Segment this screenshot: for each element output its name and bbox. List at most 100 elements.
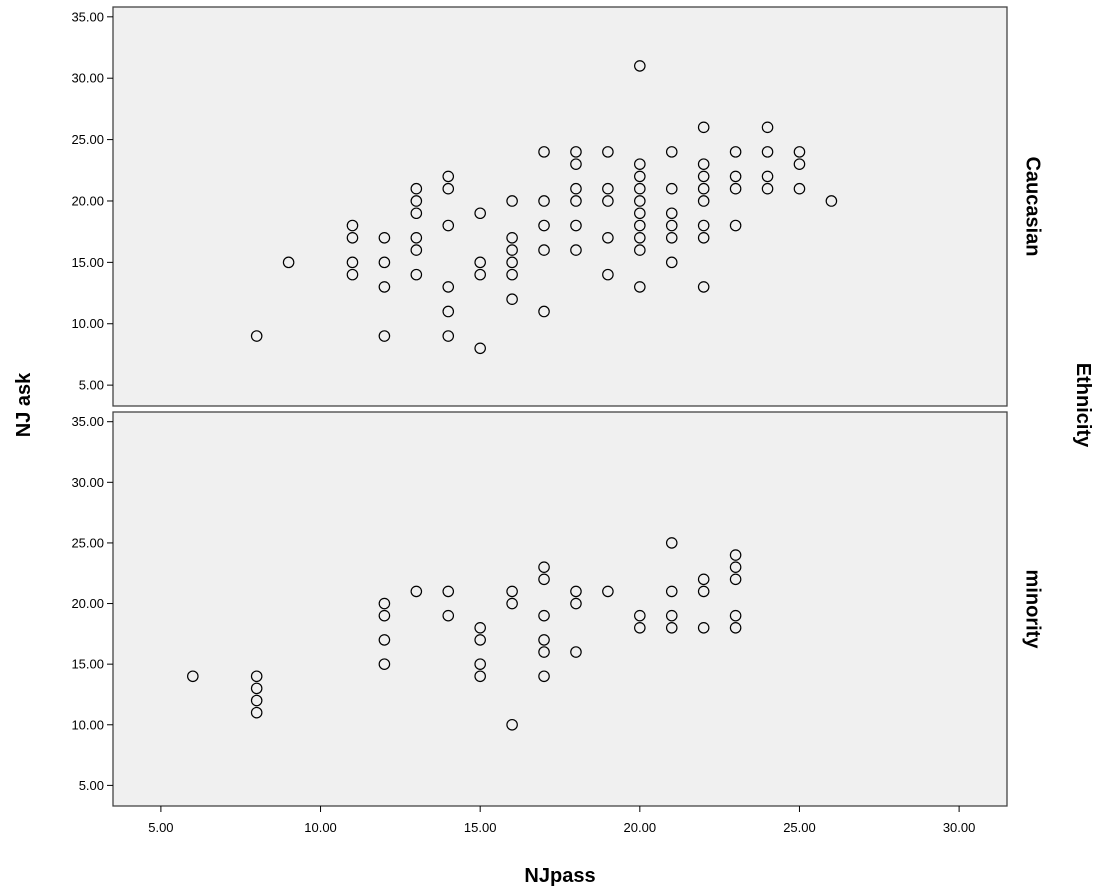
data-point xyxy=(378,281,391,293)
data-point xyxy=(506,232,518,244)
data-point xyxy=(665,146,678,158)
data-point xyxy=(602,182,614,195)
y-tick-label: 20.00 xyxy=(71,596,104,611)
data-point xyxy=(474,670,486,683)
data-point xyxy=(729,170,742,183)
data-point xyxy=(634,182,646,195)
data-point xyxy=(538,670,550,683)
data-point xyxy=(474,268,486,281)
data-point xyxy=(410,232,423,244)
x-axis-title: NJpass xyxy=(524,865,595,887)
data-point xyxy=(506,718,518,731)
data-point xyxy=(825,195,838,207)
plot-panel-minority xyxy=(112,411,1008,807)
data-point xyxy=(570,646,582,658)
y-tick-label: 35.00 xyxy=(71,9,104,24)
data-point xyxy=(729,219,742,232)
data-point xyxy=(410,244,423,256)
data-point xyxy=(250,330,263,342)
data-point xyxy=(729,146,742,158)
data-point xyxy=(761,121,774,134)
data-point xyxy=(697,121,710,134)
data-point xyxy=(506,597,518,610)
data-point xyxy=(634,158,646,170)
data-point xyxy=(474,621,486,634)
data-point xyxy=(697,182,710,195)
data-point xyxy=(506,293,518,305)
data-point xyxy=(410,207,423,220)
data-point xyxy=(538,305,550,318)
data-point xyxy=(697,232,710,244)
x-tick-label: 10.00 xyxy=(304,820,337,835)
data-point xyxy=(729,609,742,622)
data-point xyxy=(665,609,678,622)
data-point xyxy=(442,182,455,195)
data-point xyxy=(793,182,806,195)
data-point xyxy=(442,330,455,342)
data-point xyxy=(634,195,646,207)
y-tick-label: 5.00 xyxy=(79,778,104,793)
data-point xyxy=(665,256,678,269)
y-tick-label: 10.00 xyxy=(71,717,104,732)
data-point xyxy=(570,195,582,207)
data-point xyxy=(442,305,455,318)
data-point xyxy=(442,219,455,232)
y-tick-label: 5.00 xyxy=(79,378,104,393)
data-point xyxy=(697,219,710,232)
data-point xyxy=(570,146,582,158)
data-point xyxy=(410,268,423,281)
data-point xyxy=(538,609,550,622)
x-tick-label: 20.00 xyxy=(624,820,657,835)
data-point xyxy=(250,694,263,707)
data-point xyxy=(665,232,678,244)
data-point xyxy=(697,195,710,207)
data-point xyxy=(761,182,774,195)
data-point xyxy=(665,207,678,220)
data-point xyxy=(602,585,614,598)
y-tick-label: 35.00 xyxy=(71,414,104,429)
facet-strip-label: Caucasian xyxy=(1022,156,1044,256)
data-point xyxy=(634,60,646,72)
data-point xyxy=(474,658,486,670)
data-point xyxy=(729,561,742,573)
data-point xyxy=(570,158,582,170)
data-point xyxy=(346,232,359,244)
data-point xyxy=(697,281,710,293)
data-point xyxy=(538,244,550,256)
data-point xyxy=(506,268,518,281)
data-point xyxy=(250,682,263,695)
y-tick-label: 25.00 xyxy=(71,535,104,550)
data-point xyxy=(410,182,423,195)
data-point xyxy=(634,170,646,183)
data-point xyxy=(538,561,550,573)
data-point xyxy=(602,232,614,244)
x-tick-label: 25.00 xyxy=(783,820,816,835)
data-point xyxy=(697,585,710,598)
data-point xyxy=(474,256,486,269)
data-point xyxy=(506,244,518,256)
data-point xyxy=(538,195,550,207)
data-point xyxy=(346,268,359,281)
data-point xyxy=(538,634,550,646)
y-axis-title: NJ ask xyxy=(13,372,35,437)
data-point xyxy=(697,158,710,170)
x-tick-label: 5.00 xyxy=(148,820,173,835)
data-point xyxy=(378,597,391,610)
data-point xyxy=(602,146,614,158)
data-point xyxy=(634,207,646,220)
data-point xyxy=(729,182,742,195)
points-layer xyxy=(187,60,838,731)
plot-panel-caucasian xyxy=(112,6,1008,407)
data-point xyxy=(282,256,295,269)
data-point xyxy=(665,537,678,549)
data-point xyxy=(506,195,518,207)
data-point xyxy=(538,219,550,232)
data-point xyxy=(346,256,359,269)
data-point xyxy=(697,170,710,183)
data-point xyxy=(793,158,806,170)
panels-layer xyxy=(112,6,1008,807)
data-point xyxy=(378,634,391,646)
data-point xyxy=(729,573,742,586)
y-tick-label: 15.00 xyxy=(71,255,104,270)
